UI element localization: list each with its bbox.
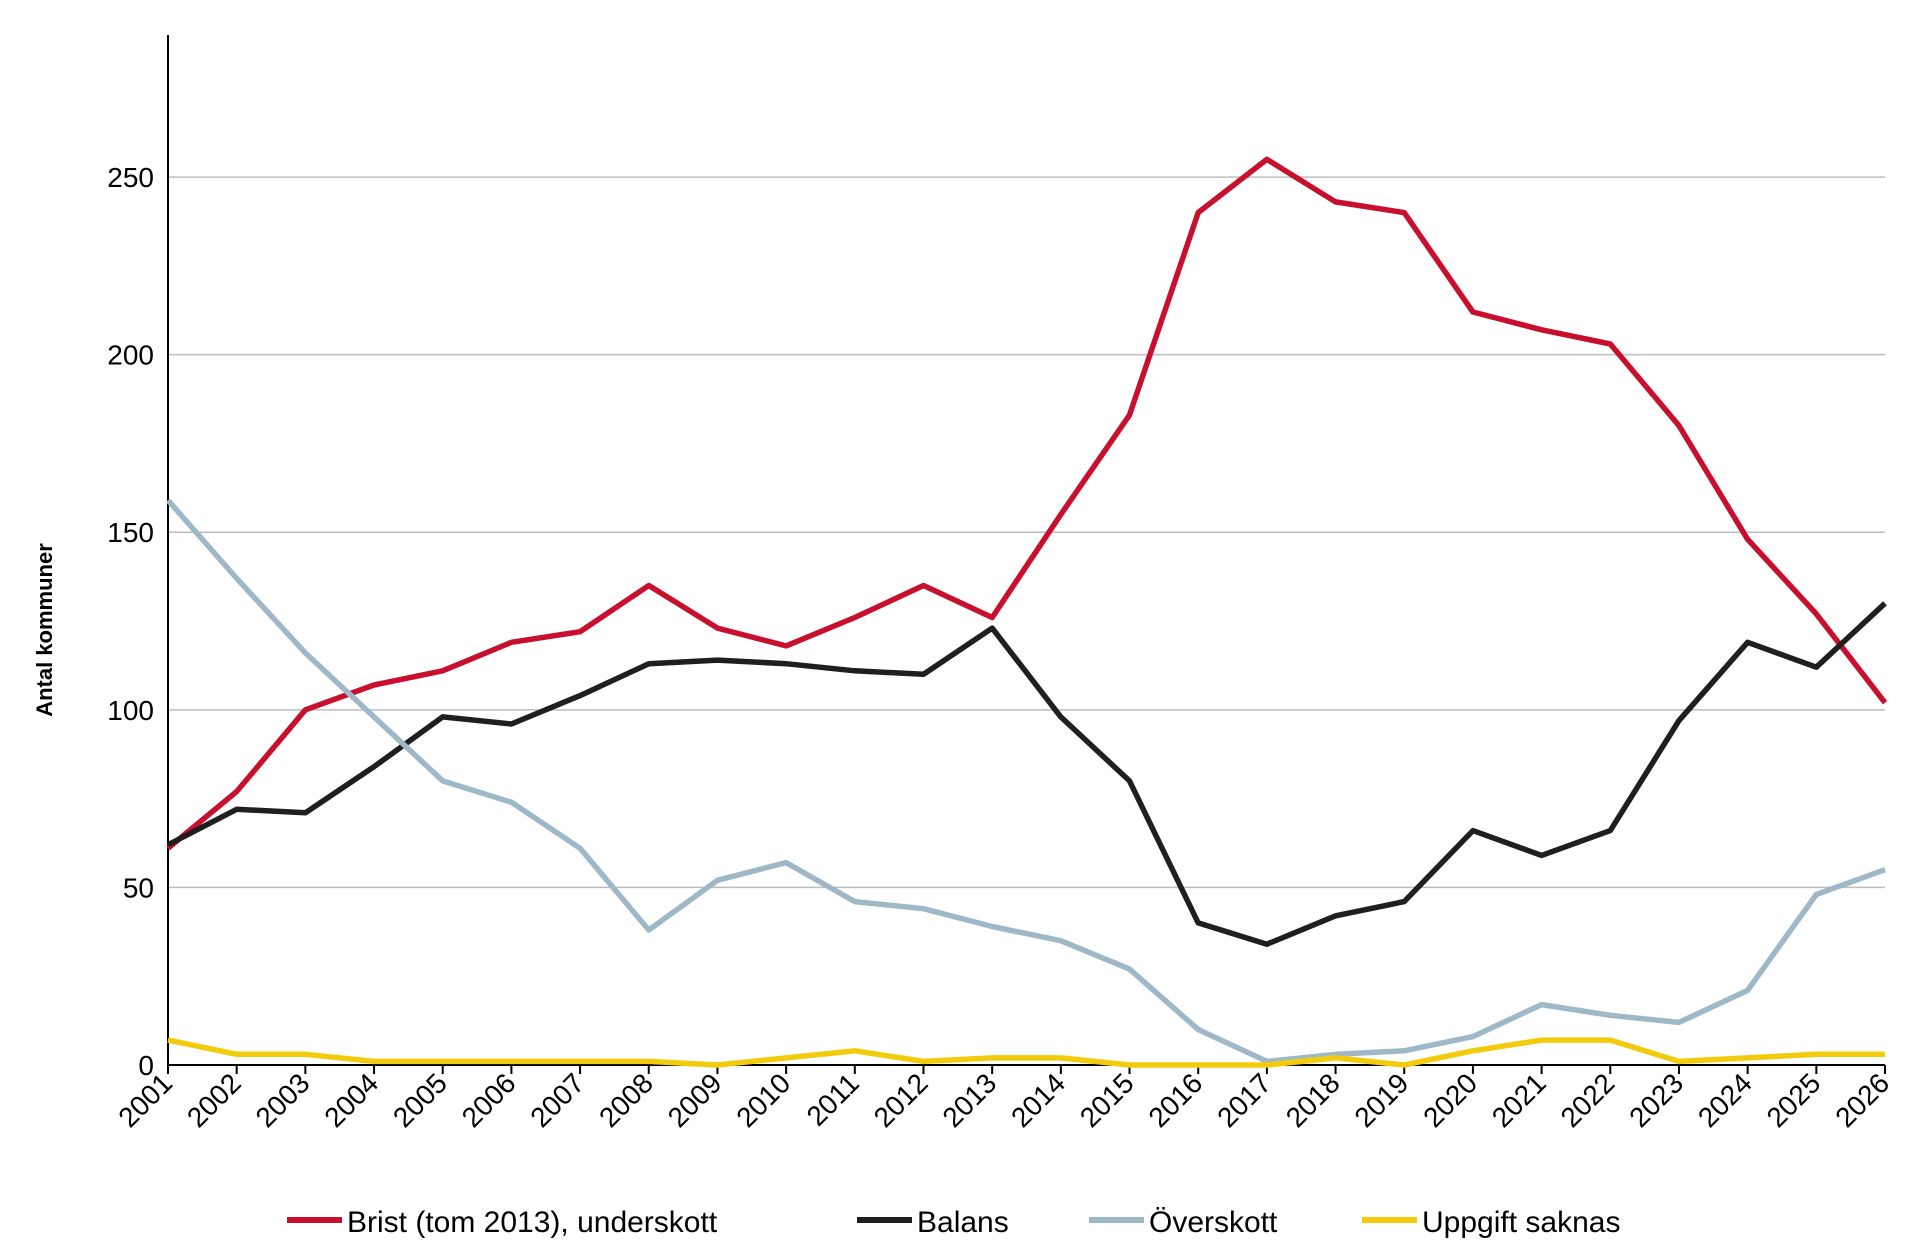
x-tick-label: 2014 [1005, 1067, 1071, 1133]
x-tick-label: 2020 [1417, 1067, 1483, 1133]
series-line-3 [167, 1037, 1885, 1068]
x-tick-label: 2005 [387, 1067, 453, 1133]
x-tick-label: 2024 [1692, 1067, 1758, 1133]
x-tick-label: 2023 [1623, 1067, 1689, 1133]
x-tick-label: 2022 [1555, 1067, 1621, 1133]
legend-label: Uppgift saknas [1422, 1206, 1620, 1239]
x-tick-label: 2008 [593, 1067, 659, 1133]
x-tick-label: 2010 [730, 1067, 796, 1133]
x-tick-label: 2009 [662, 1067, 728, 1133]
y-tick-label: 200 [107, 340, 154, 371]
legend: Brist (tom 2013), underskott Balans Översk… [287, 1206, 1620, 1239]
x-tick-label: 2018 [1280, 1067, 1346, 1133]
x-tick-label: 2016 [1142, 1067, 1208, 1133]
x-tick-label: 2026 [1829, 1067, 1895, 1133]
x-tick-label: 2012 [868, 1067, 934, 1133]
x-tick-label: 2002 [181, 1067, 247, 1133]
x-tick-label: 2006 [456, 1067, 522, 1133]
x-tick-label: 2013 [936, 1067, 1002, 1133]
y-axis: 0 50 100 150 200 250 [107, 35, 169, 1081]
y-axis-title: Antal kommuner [32, 543, 57, 717]
x-tick-label: 2025 [1761, 1067, 1827, 1133]
legend-label: Brist (tom 2013), underskott [347, 1206, 718, 1239]
y-tick-label: 250 [107, 162, 154, 193]
x-tick-label: 2007 [524, 1067, 590, 1133]
y-tick-label: 150 [107, 517, 154, 548]
x-tick-label: 2015 [1074, 1067, 1140, 1133]
legend-label: Balans [917, 1206, 1009, 1239]
x-tick-label: 2001 [112, 1067, 178, 1133]
y-tick-label: 0 [138, 1050, 154, 1081]
x-tick-label: 2004 [318, 1067, 384, 1133]
series-line-1 [166, 601, 1887, 947]
gridlines [168, 176, 1885, 889]
series-line-0 [166, 156, 1888, 851]
series-line-2 [165, 498, 1886, 1065]
x-tick-label: 2003 [250, 1067, 316, 1133]
y-tick-label: 50 [123, 872, 154, 903]
x-tick-label: 2017 [1211, 1067, 1277, 1133]
x-tick-label: 2019 [1349, 1067, 1415, 1133]
x-tick-label: 2021 [1486, 1067, 1552, 1133]
x-axis: 2001 2002 2003 2004 2005 2006 2007 2008 2009 2010… [112, 1064, 1895, 1133]
x-tick-label: 2011 [801, 1067, 866, 1132]
y-tick-label: 100 [107, 695, 154, 726]
series-lines [165, 156, 1888, 1068]
legend-label: Överskott [1149, 1206, 1278, 1239]
